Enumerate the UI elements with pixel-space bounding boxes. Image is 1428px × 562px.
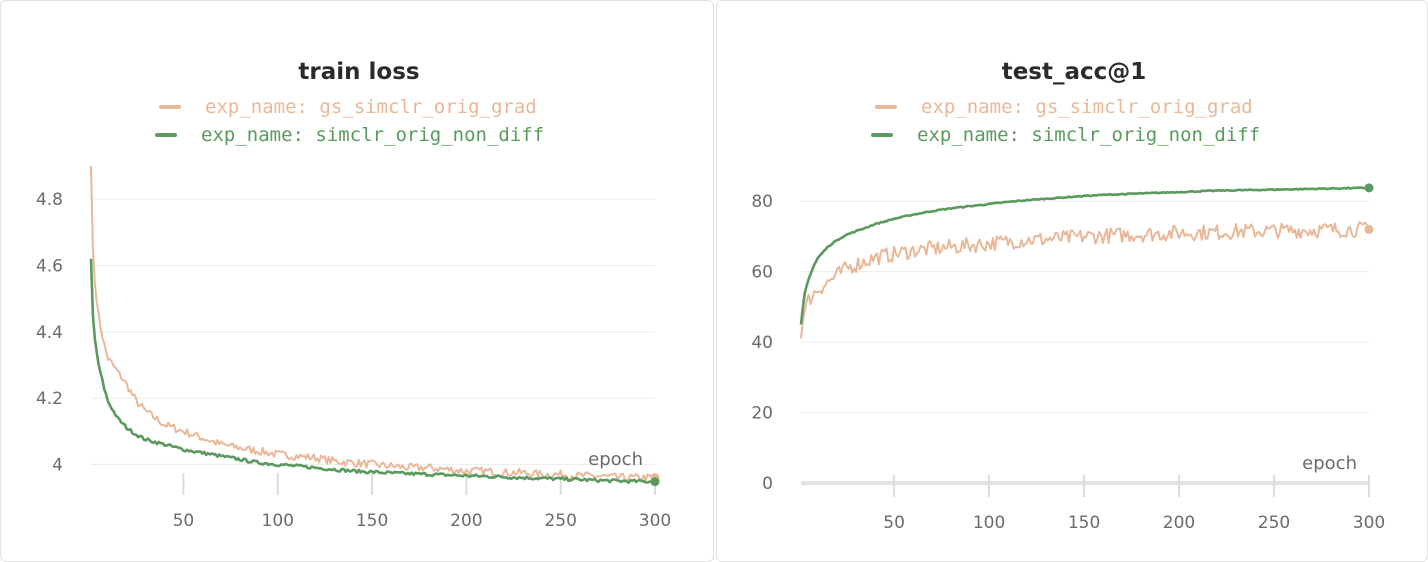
legend-label: exp_name: gs_simclr_orig_grad <box>205 96 537 118</box>
series-end-point <box>650 477 660 487</box>
x-tick-label: 300 <box>639 511 671 531</box>
y-tick-label: 40 <box>751 333 773 353</box>
x-tick-label: 50 <box>883 513 905 533</box>
chart-title: test_acc@1 <box>1002 59 1147 85</box>
x-tick-label: 200 <box>1163 513 1195 533</box>
legend-entry[interactable]: exp_name: simclr_orig_non_diff <box>871 124 1260 146</box>
train-loss-chart: train loss exp_name: gs_simclr_orig_grade… <box>36 59 671 531</box>
x-tick-label: 250 <box>1258 513 1290 533</box>
y-tick-label: 0 <box>762 474 773 494</box>
series-line <box>89 258 656 485</box>
y-tick-label: 20 <box>751 404 773 424</box>
y-tick-label: 4.2 <box>36 389 63 409</box>
legend-label: exp_name: gs_simclr_orig_grad <box>921 96 1253 118</box>
y-tick-label: 4.8 <box>36 190 63 210</box>
series-end-point <box>1364 183 1374 193</box>
legend-label: exp_name: simclr_orig_non_diff <box>201 124 544 146</box>
x-axis-label: epoch <box>1302 453 1357 474</box>
legend-entry[interactable]: exp_name: gs_simclr_orig_grad <box>875 96 1253 118</box>
x-tick-label: 250 <box>544 511 576 531</box>
x-tick-label: 200 <box>450 511 482 531</box>
x-tick-label: 100 <box>262 511 294 531</box>
x-tick-label: 100 <box>973 513 1005 533</box>
test-acc-chart: test_acc@1 exp_name: gs_simclr_orig_grade… <box>751 59 1385 533</box>
x-tick-label: 50 <box>173 511 195 531</box>
series-line <box>799 186 1370 325</box>
x-tick-label: 150 <box>1068 513 1100 533</box>
x-tick-label: 300 <box>1353 513 1385 533</box>
y-tick-label: 60 <box>751 263 773 283</box>
x-tick-label: 150 <box>356 511 388 531</box>
x-axis-label: epoch <box>588 449 643 470</box>
y-tick-label: 4.6 <box>36 256 63 276</box>
series-line <box>800 221 1370 339</box>
series-line <box>90 165 656 482</box>
series-end-point <box>1364 224 1374 234</box>
y-tick-label: 4.4 <box>36 323 63 343</box>
y-tick-label: 80 <box>751 192 773 212</box>
legend-entry[interactable]: exp_name: simclr_orig_non_diff <box>155 124 544 146</box>
legend-label: exp_name: simclr_orig_non_diff <box>917 124 1260 146</box>
chart-title: train loss <box>298 59 419 85</box>
legend-entry[interactable]: exp_name: gs_simclr_orig_grad <box>159 96 537 118</box>
y-tick-label: 4 <box>52 455 63 475</box>
